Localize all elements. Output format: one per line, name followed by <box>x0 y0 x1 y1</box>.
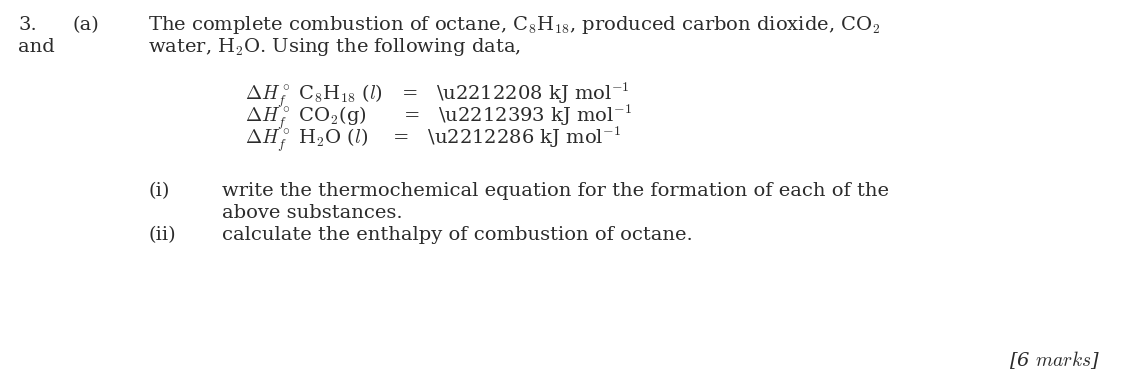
Text: [6 $\it{marks}$]: [6 $\it{marks}$] <box>1008 349 1100 371</box>
Text: $\Delta H^\circ_f$ C$_8$H$_{18}$ ($l$)   =   \u2212208 kJ mol$^{-1}$: $\Delta H^\circ_f$ C$_8$H$_{18}$ ($l$) =… <box>245 81 629 110</box>
Text: The complete combustion of octane, C$_8$H$_{18}$, produced carbon dioxide, CO$_2: The complete combustion of octane, C$_8$… <box>148 14 880 36</box>
Text: calculate the enthalpy of combustion of octane.: calculate the enthalpy of combustion of … <box>222 226 693 244</box>
Text: (i): (i) <box>148 182 169 200</box>
Text: 3.: 3. <box>18 16 37 34</box>
Text: water, H$_2$O. Using the following data,: water, H$_2$O. Using the following data, <box>148 36 521 58</box>
Text: and: and <box>18 38 55 56</box>
Text: $\Delta H^\circ_f$ CO$_2$(g)      =   \u2212393 kJ mol$^{-1}$: $\Delta H^\circ_f$ CO$_2$(g) = \u2212393… <box>245 103 632 132</box>
Text: (ii): (ii) <box>148 226 176 244</box>
Text: $\Delta H^\circ_f$ H$_2$O ($l$)    =   \u2212286 kJ mol$^{-1}$: $\Delta H^\circ_f$ H$_2$O ($l$) = \u2212… <box>245 125 622 154</box>
Text: above substances.: above substances. <box>222 204 403 222</box>
Text: write the thermochemical equation for the formation of each of the: write the thermochemical equation for th… <box>222 182 889 200</box>
Text: (a): (a) <box>72 16 99 34</box>
